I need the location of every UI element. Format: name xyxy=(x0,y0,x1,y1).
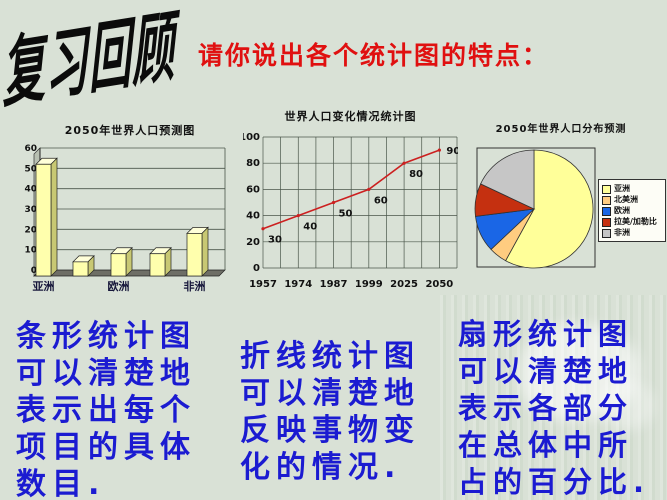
svg-text:30: 30 xyxy=(24,205,37,215)
svg-text:60: 60 xyxy=(24,144,37,154)
legend-item: 欧洲 xyxy=(602,206,663,216)
svg-text:20: 20 xyxy=(246,237,260,248)
bar-chart-panel: 2050年世界人口预测图 0 10 20 30 40 50 60 亚洲 欧洲 非洲 xyxy=(14,120,232,302)
svg-text:非洲: 非洲 xyxy=(184,279,206,293)
svg-text:1957: 1957 xyxy=(249,279,277,290)
svg-text:1987: 1987 xyxy=(320,279,348,290)
legend-item: 非洲 xyxy=(602,228,663,238)
svg-text:30: 30 xyxy=(268,235,282,246)
legend-swatch xyxy=(602,228,611,238)
legend-item: 亚洲 xyxy=(602,184,663,194)
svg-text:60: 60 xyxy=(374,195,388,206)
bar-chart-note: 条形统计图 可以清楚地 表示出每个 项目的具体 数目. xyxy=(16,319,196,500)
legend-swatch xyxy=(602,184,611,194)
svg-text:0: 0 xyxy=(31,266,37,276)
bar-chart: 0 10 20 30 40 50 60 亚洲 欧洲 非洲 xyxy=(24,144,226,293)
svg-text:100: 100 xyxy=(243,132,260,143)
legend-swatch xyxy=(602,206,611,216)
line-chart-title: 世界人口变化情况统计图 xyxy=(284,110,417,123)
svg-text:40: 40 xyxy=(246,211,260,222)
svg-text:40: 40 xyxy=(303,222,317,233)
pie-chart-note: 扇形统计图 可以清楚地 表示各部分 在总体中所 占的百分比. xyxy=(458,317,651,499)
pie-chart-panel: 2050年世界人口分布预测 亚洲北美洲欧洲拉美/加勒比 非洲 xyxy=(458,118,666,302)
svg-text:0: 0 xyxy=(253,263,260,274)
svg-text:10: 10 xyxy=(24,246,37,256)
svg-text:50: 50 xyxy=(24,164,37,174)
svg-text:50: 50 xyxy=(339,209,353,220)
svg-text:80: 80 xyxy=(409,169,423,180)
page-question: 请你说出各个统计图的特点： xyxy=(198,41,550,70)
legend-item: 北美洲 xyxy=(602,195,663,205)
svg-text:60: 60 xyxy=(246,184,260,195)
svg-text:80: 80 xyxy=(246,158,260,169)
line-chart-panel: 世界人口变化情况统计图 0 20 40 60 80 100 30 1957 40 1974 50 19… xyxy=(243,106,458,302)
legend-label: 亚洲 xyxy=(614,184,630,193)
legend-label: 非洲 xyxy=(614,228,630,237)
svg-text:亚洲: 亚洲 xyxy=(33,280,55,293)
line-chart-note: 折线统计图 可以清楚地 反映事物变 化的情况. xyxy=(240,339,420,485)
svg-text:1999: 1999 xyxy=(355,279,383,290)
legend-item: 拉美/加勒比 xyxy=(602,217,663,227)
pie-chart-title: 2050年世界人口分布预测 xyxy=(495,124,627,135)
page-title-wordart: 复习回顾 xyxy=(0,0,183,119)
svg-text:40: 40 xyxy=(24,185,37,195)
svg-text:欧洲: 欧洲 xyxy=(108,279,130,293)
legend-swatch xyxy=(602,217,611,227)
svg-text:2050: 2050 xyxy=(425,279,453,290)
svg-text:20: 20 xyxy=(24,225,37,235)
svg-text:90: 90 xyxy=(446,146,458,157)
legend-label: 欧洲 xyxy=(614,206,630,215)
bar-chart-title: 2050年世界人口预测图 xyxy=(64,124,196,137)
line-chart: 0 20 40 60 80 100 30 1957 40 1974 50 1987 60 1999 80 20… xyxy=(243,132,458,290)
legend-label: 拉美/加勒比 xyxy=(614,217,657,226)
pie-chart-legend: 亚洲北美洲欧洲拉美/加勒比 非洲 xyxy=(598,179,666,242)
legend-label: 北美洲 xyxy=(614,195,638,204)
svg-text:2025: 2025 xyxy=(390,279,418,290)
svg-text:1974: 1974 xyxy=(284,279,312,290)
legend-swatch xyxy=(602,195,611,205)
pie-chart xyxy=(474,147,596,269)
